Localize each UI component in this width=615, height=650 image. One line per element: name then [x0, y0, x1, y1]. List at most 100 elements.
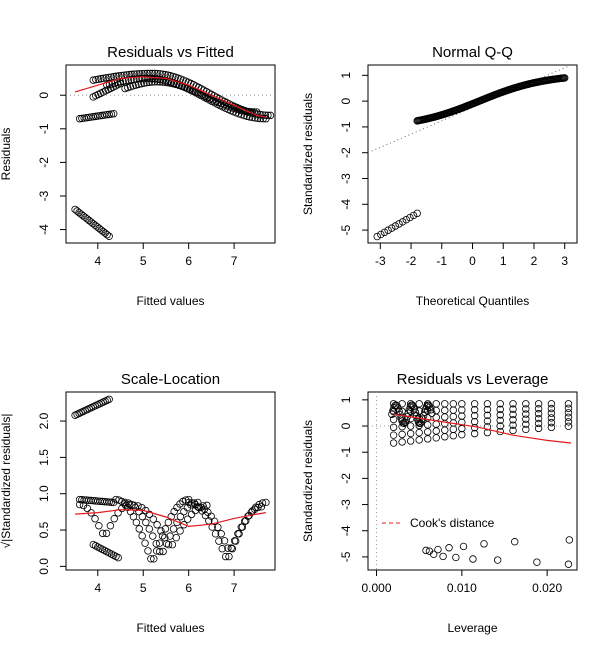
- data-point: [522, 400, 530, 408]
- data-point: [441, 426, 449, 434]
- data-point: [424, 428, 432, 436]
- data-point: [483, 400, 492, 408]
- y-tick-label: 0: [339, 97, 353, 104]
- data-point: [149, 532, 157, 540]
- data-point: [380, 228, 389, 237]
- y-tick-label: -2: [339, 473, 353, 484]
- data-point: [214, 523, 222, 531]
- data-point: [153, 78, 162, 86]
- data-point: [199, 502, 207, 510]
- data-point: [135, 525, 143, 533]
- data-point: [153, 521, 161, 529]
- data-point: [496, 405, 504, 414]
- data-point: [240, 111, 249, 120]
- data-point: [391, 222, 400, 230]
- data-point: [114, 553, 122, 562]
- x-axis-label: Fitted values: [136, 621, 204, 635]
- data-point: [395, 220, 403, 228]
- data-point: [218, 545, 226, 553]
- data-point: [398, 218, 407, 226]
- data-point: [469, 555, 477, 563]
- data-point: [458, 424, 466, 433]
- data-point: [134, 80, 143, 89]
- y-tick-label: -5: [339, 551, 353, 562]
- data-point: [132, 75, 141, 83]
- data-point: [145, 78, 153, 86]
- data-point: [254, 503, 262, 512]
- data-point: [564, 422, 573, 430]
- data-point: [406, 403, 415, 411]
- data-point: [187, 510, 196, 519]
- plot-frame: [367, 391, 578, 571]
- y-axis-label: Residuals: [0, 128, 13, 181]
- data-point: [564, 560, 573, 568]
- panel-scale-location: Scale-Location Fitted values √|Standardize…: [0, 371, 276, 635]
- data-point: [142, 518, 150, 527]
- data-point: [458, 406, 466, 414]
- data-point: [565, 536, 574, 544]
- data-point: [184, 515, 192, 523]
- data-point: [99, 74, 108, 83]
- data-point: [135, 75, 143, 83]
- data-point: [142, 78, 151, 87]
- data-point: [194, 503, 202, 511]
- data-point: [449, 406, 458, 414]
- data-point: [105, 232, 113, 240]
- data-point: [432, 400, 440, 408]
- data-point: [110, 109, 118, 118]
- data-point: [534, 405, 543, 413]
- x-axis-label: Fitted values: [136, 294, 204, 308]
- data-point: [91, 515, 99, 523]
- data-point: [483, 411, 492, 419]
- data-point: [245, 107, 253, 116]
- data-point: [432, 413, 440, 422]
- data-point: [509, 405, 517, 413]
- data-point: [161, 525, 170, 533]
- data-point: [153, 69, 162, 78]
- y-tick-label: 2.0: [37, 412, 51, 429]
- data-point: [406, 213, 414, 222]
- data-point: [105, 110, 113, 119]
- x-axis-label: Theoretical Quantiles: [416, 294, 529, 308]
- data-point: [384, 226, 392, 234]
- data-point: [561, 74, 569, 82]
- x-tick-label: 2: [531, 254, 538, 268]
- data-point: [107, 110, 116, 118]
- data-point: [207, 512, 215, 520]
- data-point: [564, 409, 573, 417]
- data-point: [256, 114, 265, 123]
- data-point: [157, 527, 165, 535]
- data-point: [176, 512, 185, 521]
- panel-residuals-vs-fitted: Residuals vs Fitted Fitted values Residual…: [0, 44, 276, 308]
- data-point: [138, 503, 146, 512]
- data-point: [483, 417, 492, 425]
- data-point: [377, 230, 385, 239]
- x-tick-label: 6: [185, 254, 192, 268]
- data-point: [150, 555, 158, 563]
- data-point: [221, 552, 230, 561]
- data-point: [110, 515, 118, 523]
- data-point: [262, 498, 270, 507]
- smooth-line: [74, 76, 267, 118]
- data-point: [217, 530, 225, 538]
- data-point: [522, 420, 530, 429]
- data-point: [187, 501, 195, 509]
- y-axis-label: Standardized residuals: [301, 420, 315, 542]
- data-point: [428, 409, 436, 417]
- data-point: [564, 418, 573, 426]
- data-point: [406, 437, 415, 445]
- data-point: [534, 400, 543, 408]
- data-point: [180, 507, 188, 516]
- plot-area: [368, 65, 573, 241]
- data-point: [172, 533, 180, 542]
- data-point: [389, 415, 398, 424]
- data-point: [103, 231, 111, 239]
- data-point: [564, 400, 573, 408]
- data-point: [155, 547, 164, 556]
- data-point: [98, 529, 107, 538]
- data-point: [143, 74, 152, 83]
- chart-title: Residuals vs Leverage: [397, 371, 549, 388]
- data-point: [161, 533, 169, 542]
- data-point: [164, 518, 173, 527]
- data-point: [164, 540, 173, 549]
